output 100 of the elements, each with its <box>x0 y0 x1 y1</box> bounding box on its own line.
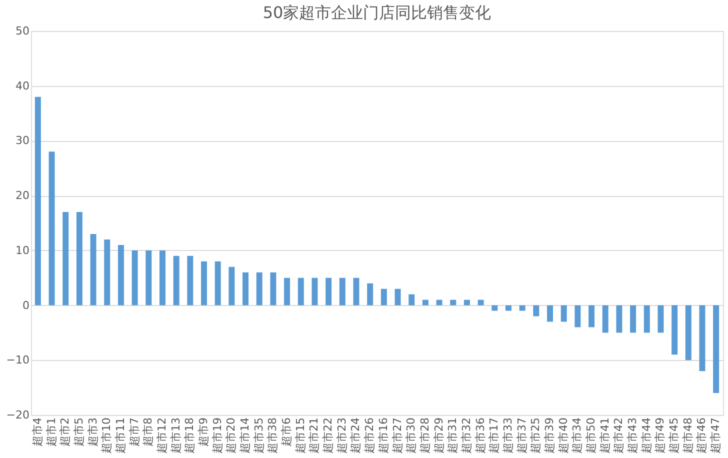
x-tick-label: 超市12 <box>155 418 168 454</box>
x-tick-label: 超市7 <box>128 418 141 446</box>
bar <box>48 152 55 306</box>
x-tick-label: 超市2 <box>58 418 72 446</box>
bar <box>699 305 706 372</box>
bar <box>118 244 124 306</box>
x-tick-label: 超市49 <box>654 418 667 454</box>
x-tick-label: 超市15 <box>294 418 307 454</box>
x-tick-label: 超市36 <box>474 418 487 454</box>
x-tick-label: 超市24 <box>349 418 362 454</box>
x-tick-label: 超市4 <box>30 418 44 446</box>
bar <box>588 305 595 328</box>
x-tick-label: 超市18 <box>183 418 196 454</box>
x-tick-label: 超市13 <box>169 418 182 454</box>
bar <box>201 261 207 306</box>
x-tick-label: 超市19 <box>210 418 224 454</box>
x-tick-label: 超市37 <box>515 418 528 454</box>
bar <box>630 305 636 333</box>
x-tick-label: 超市40 <box>556 418 570 454</box>
bar <box>76 212 82 306</box>
chart-title: 50家超市企业门店同比销售变化 <box>262 3 492 22</box>
y-tick-label: 30 <box>16 134 30 148</box>
x-tick-label: 超市11 <box>114 418 127 454</box>
x-tick-label: 超市1 <box>44 418 58 446</box>
x-tick-label: 超市29 <box>432 418 446 454</box>
x-tick-label: 超市14 <box>238 418 252 454</box>
bar <box>312 278 318 306</box>
bar <box>146 250 152 306</box>
bar <box>380 288 387 306</box>
bar <box>132 250 138 306</box>
bar <box>547 305 553 322</box>
x-tick-label: 超市17 <box>488 418 501 454</box>
x-tick-label: 超市28 <box>418 418 432 454</box>
bar <box>173 256 180 306</box>
x-tick-label: 超市25 <box>529 418 542 454</box>
bar <box>90 234 96 306</box>
x-tick-label: 超市41 <box>598 418 612 454</box>
bar <box>367 283 374 306</box>
x-tick-label: 超市50 <box>584 418 598 454</box>
bar <box>228 266 235 306</box>
bar <box>422 300 428 306</box>
bar <box>353 278 360 306</box>
x-tick-label: 超市48 <box>681 418 694 454</box>
x-tick-label: 超市26 <box>363 418 376 454</box>
x-tick-label: 超市5 <box>72 418 86 446</box>
x-tick-label: 超市38 <box>266 418 280 454</box>
bar <box>505 305 512 311</box>
bar <box>187 256 194 306</box>
bar <box>159 250 166 306</box>
x-tick-label: 超市43 <box>626 418 640 454</box>
bar <box>214 261 221 306</box>
x-tick-label: 超市31 <box>446 418 460 454</box>
x-tick-label: 超市46 <box>695 418 708 454</box>
bar <box>34 96 41 306</box>
bar <box>533 305 540 316</box>
x-tick-label: 超市47 <box>709 418 722 454</box>
bar <box>242 272 249 306</box>
bar <box>685 305 692 360</box>
x-tick-label: 超市23 <box>335 418 348 454</box>
bar <box>713 305 720 394</box>
x-tick-label: 超市35 <box>252 418 266 454</box>
x-tick-label: 超市10 <box>100 418 114 454</box>
y-tick-label: 40 <box>16 79 30 92</box>
x-tick-label: 超市30 <box>404 418 418 454</box>
bar <box>436 300 442 306</box>
bar <box>339 278 346 306</box>
bar <box>298 278 304 306</box>
bar <box>270 272 276 306</box>
bar <box>408 294 415 306</box>
bar <box>644 305 650 333</box>
bar <box>519 305 526 311</box>
x-tick-label: 超市3 <box>86 418 100 446</box>
bar <box>256 272 262 306</box>
x-tick-label: 超市16 <box>376 418 390 454</box>
x-tick-label: 超市44 <box>640 418 653 454</box>
y-tick-label: 10 <box>16 244 30 257</box>
bar <box>284 278 290 306</box>
bar <box>574 305 581 328</box>
y-tick-label: −10 <box>6 354 30 367</box>
bar <box>492 305 498 311</box>
bar <box>450 300 456 306</box>
bar <box>602 305 608 333</box>
x-tick-label: 超市34 <box>570 418 584 454</box>
x-tick-label: 超市8 <box>142 418 155 446</box>
x-tick-label: 超市9 <box>197 418 210 446</box>
y-tick-label: 20 <box>16 189 30 202</box>
bar <box>658 305 664 333</box>
bar <box>616 305 622 333</box>
y-tick-label: 0 <box>22 298 30 312</box>
x-tick-label: 超市21 <box>308 418 321 454</box>
x-tick-label: 超市32 <box>460 418 473 454</box>
x-tick-label: 超市20 <box>224 418 238 454</box>
bar <box>672 305 678 355</box>
bar <box>104 239 110 306</box>
x-tick-label: 超市22 <box>322 418 335 454</box>
bar <box>560 305 567 322</box>
x-tick-label: 超市6 <box>280 418 294 446</box>
bar <box>62 212 69 306</box>
x-tick-label: 超市39 <box>543 418 556 454</box>
bar <box>478 300 484 306</box>
